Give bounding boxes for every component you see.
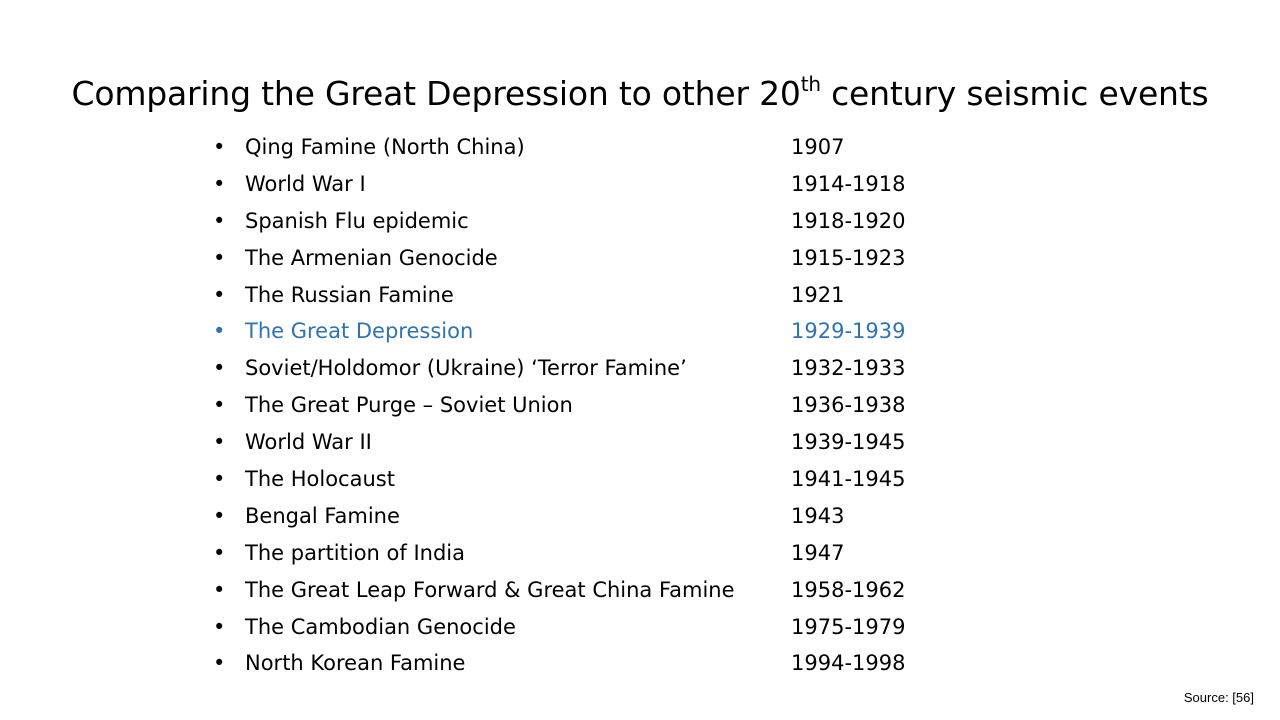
event-name: The Great Depression bbox=[245, 319, 474, 344]
event-row: • Soviet/Holdomor (Ukraine) ‘Terror Famin… bbox=[0, 350, 1280, 387]
event-name: The Great Purge – Soviet Union bbox=[245, 393, 573, 418]
event-row: • Spanish Flu epidemic 1918-1920 bbox=[0, 203, 1280, 240]
event-row: • The partition of India 1947 bbox=[0, 535, 1280, 572]
event-years: 1947 bbox=[791, 540, 845, 565]
event-years: 1975-1979 bbox=[791, 614, 906, 639]
bullet-icon: • bbox=[213, 577, 226, 602]
event-name: Soviet/Holdomor (Ukraine) ‘Terror Famine… bbox=[245, 356, 687, 381]
event-years: 1921 bbox=[791, 282, 845, 307]
event-name: Bengal Famine bbox=[245, 503, 400, 528]
event-row: • Bengal Famine 1943 bbox=[0, 498, 1280, 535]
event-years: 1936-1938 bbox=[791, 393, 906, 418]
event-row: • The Great Purge – Soviet Union 1936-1938 bbox=[0, 387, 1280, 424]
event-years: 1939-1945 bbox=[791, 430, 906, 455]
bullet-icon: • bbox=[213, 135, 226, 159]
event-name: World War II bbox=[245, 430, 372, 455]
event-row: • The Great Depression 1929-1939 bbox=[0, 313, 1280, 350]
event-years: 1929-1939 bbox=[791, 319, 906, 344]
bullet-icon: • bbox=[213, 503, 226, 528]
event-years: 1958-1962 bbox=[791, 577, 906, 602]
event-name: The Armenian Genocide bbox=[245, 245, 498, 270]
event-row: • The Cambodian Genocide 1975-1979 bbox=[0, 609, 1280, 646]
bullet-icon: • bbox=[213, 356, 226, 381]
event-years: 1915-1923 bbox=[791, 245, 906, 270]
source-note: Source: [56] bbox=[1183, 690, 1254, 705]
event-name: The Russian Famine bbox=[245, 282, 454, 307]
event-name: World War I bbox=[245, 171, 366, 196]
bullet-icon: • bbox=[213, 467, 226, 492]
bullet-icon: • bbox=[213, 282, 226, 307]
event-years: 1914-1918 bbox=[791, 171, 906, 196]
bullet-icon: • bbox=[213, 393, 226, 418]
event-years: 1932-1933 bbox=[791, 356, 906, 381]
event-row: • The Russian Famine 1921 bbox=[0, 277, 1280, 314]
event-row: • The Holocaust 1941-1945 bbox=[0, 461, 1280, 498]
event-row: • The Armenian Genocide 1915-1923 bbox=[0, 240, 1280, 277]
bullet-icon: • bbox=[213, 171, 226, 196]
event-years: 1907 bbox=[791, 135, 845, 159]
bullet-icon: • bbox=[213, 208, 226, 233]
event-row: • The Great Leap Forward & Great China Fa… bbox=[0, 572, 1280, 609]
event-row: • World War II 1939-1945 bbox=[0, 424, 1280, 461]
event-row: • World War I 1914-1918 bbox=[0, 166, 1280, 203]
event-name: The Great Leap Forward & Great China Fam… bbox=[245, 577, 735, 602]
slide-title-suffix: century seismic events bbox=[820, 74, 1209, 113]
event-name: Spanish Flu epidemic bbox=[245, 208, 469, 233]
event-years: 1941-1945 bbox=[791, 467, 906, 492]
event-name: Qing Famine (North China) bbox=[245, 135, 525, 159]
event-row: • Qing Famine (North China) 1907 bbox=[0, 129, 1280, 166]
bullet-icon: • bbox=[213, 319, 226, 344]
slide-title-text: Comparing the Great Depression to other … bbox=[71, 74, 801, 113]
slide-title: Comparing the Great Depression to other … bbox=[0, 72, 1280, 116]
event-years: 1918-1920 bbox=[791, 208, 906, 233]
slide-title-superscript: th bbox=[800, 72, 821, 96]
event-years: 1943 bbox=[791, 503, 845, 528]
bullet-icon: • bbox=[213, 430, 226, 455]
event-row: • North Korean Famine 1994-1998 bbox=[0, 645, 1280, 682]
bullet-icon: • bbox=[213, 651, 226, 676]
event-name: North Korean Famine bbox=[245, 651, 466, 676]
event-name: The partition of India bbox=[245, 540, 465, 565]
bullet-icon: • bbox=[213, 245, 226, 270]
event-list: • Qing Famine (North China) 1907 • World War… bbox=[0, 129, 1280, 682]
event-years: 1994-1998 bbox=[791, 651, 906, 676]
bullet-icon: • bbox=[213, 540, 226, 565]
bullet-icon: • bbox=[213, 614, 226, 639]
event-name: The Holocaust bbox=[245, 467, 395, 492]
event-name: The Cambodian Genocide bbox=[245, 614, 516, 639]
